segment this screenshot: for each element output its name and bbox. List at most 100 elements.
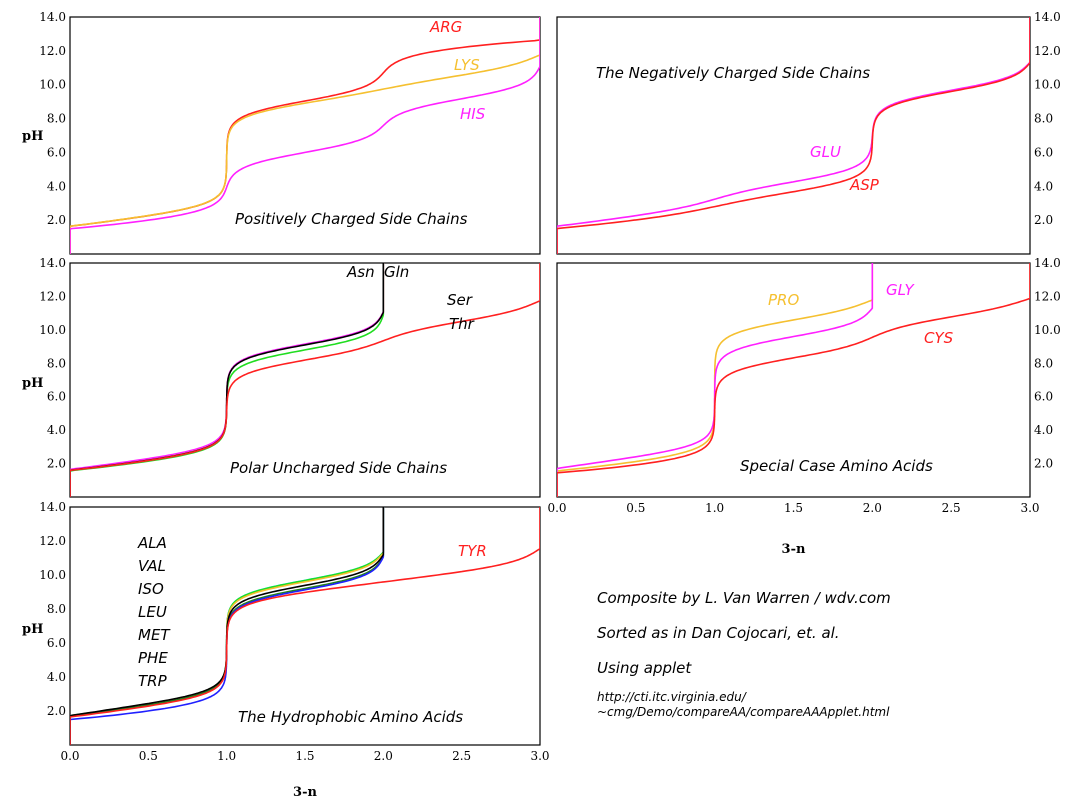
y-tick-label: 8.0 — [47, 356, 66, 370]
credit-url-1: http://cti.itc.virginia.edu/ — [597, 690, 746, 704]
y-tick-label: 6.0 — [47, 145, 66, 159]
y-axis-label: pH — [22, 129, 43, 144]
y-tick-label: 6.0 — [47, 390, 66, 404]
y-tick-label: 12.0 — [39, 534, 66, 548]
x-tick-label: 2.5 — [452, 749, 471, 763]
plot-frame — [556, 16, 1031, 255]
series-label-thr: Thr — [449, 315, 475, 333]
series-label-gly: GLY — [886, 281, 916, 299]
y-tick-label: 14.0 — [1034, 10, 1061, 24]
x-tick-label: 1.0 — [217, 749, 236, 763]
series-label-cys: CYS — [924, 329, 954, 347]
y-tick-label: 4.0 — [1034, 423, 1053, 437]
y-tick-label: 14.0 — [39, 256, 66, 270]
y-tick-label: 2.0 — [47, 457, 66, 471]
y-tick-label: 2.0 — [47, 704, 66, 718]
amino-acid-name: LEU — [138, 603, 167, 621]
plot-frame — [556, 262, 1031, 498]
credit-url-2: ~cmg/Demo/compareAA/compareAAApplet.html — [597, 705, 890, 719]
chart-panel-5: 2.0 4.0 6.0 8.0 10.0 12.0 14.0 0.0 0.5 1.0 1.5 2.0 2… — [22, 500, 550, 800]
plot-frame — [69, 16, 541, 255]
y-tick-label: 10.0 — [1034, 78, 1061, 92]
y-tick-label: 12.0 — [39, 289, 66, 303]
x-tick-label: 2.0 — [863, 501, 882, 515]
y-tick-label: 6.0 — [1034, 145, 1053, 159]
series-label-lys: LYS — [454, 56, 480, 74]
x-axis-label: 3-n — [782, 542, 806, 557]
x-tick-label: 0.0 — [547, 501, 566, 515]
x-tick-label: 3.0 — [1020, 501, 1039, 515]
series-line-gly — [557, 263, 874, 497]
x-tick-label: 2.0 — [374, 749, 393, 763]
x-tick-label: 0.5 — [626, 501, 645, 515]
x-tick-label: 3.0 — [530, 749, 549, 763]
y-tick-label: 4.0 — [1034, 179, 1053, 193]
series-label-gln: Gln — [384, 263, 409, 281]
y-tick-label: 8.0 — [1034, 356, 1053, 370]
chart-panel-1: 2.0 4.0 6.0 8.0 10.0 12.0 14.0 pH ARG LYS HIS Posit… — [22, 10, 541, 255]
panel-title: The Hydrophobic Amino Acids — [238, 708, 463, 726]
series-line-cys — [557, 263, 1030, 497]
series-line-lys — [70, 17, 540, 254]
y-tick-label: 2.0 — [47, 213, 66, 227]
y-tick-label: 8.0 — [47, 602, 66, 616]
series-line-asp — [557, 17, 1030, 254]
series-line-his — [70, 17, 540, 254]
chart-panel-2: 2.0 4.0 6.0 8.0 10.0 12.0 14.0 GLU ASP The Negati… — [556, 10, 1061, 255]
series-label-ser: Ser — [447, 291, 473, 309]
panel-title: The Negatively Charged Side Chains — [596, 64, 870, 82]
x-tick-label: 2.5 — [942, 501, 961, 515]
y-tick-label: 12.0 — [1034, 44, 1061, 58]
amino-acid-name: MET — [138, 626, 171, 644]
y-tick-label: 14.0 — [39, 10, 66, 24]
credit-line-1: Composite by L. Van Warren / wdv.com — [597, 589, 891, 607]
amino-acid-name: ALA — [137, 534, 167, 552]
chart-panel-4: 2.0 4.0 6.0 8.0 10.0 12.0 14.0 0.0 0.5 1.0 1.5 2.0 2… — [547, 256, 1060, 557]
y-tick-label: 14.0 — [1034, 256, 1061, 270]
credit-line-3: Using applet — [597, 659, 692, 677]
y-tick-label: 10.0 — [39, 568, 66, 582]
x-axis-label: 3-n — [293, 785, 317, 800]
y-tick-label: 8.0 — [47, 112, 66, 126]
y-tick-label: 6.0 — [47, 636, 66, 650]
series-label-his: HIS — [460, 105, 486, 123]
amino-acid-name: TRP — [138, 672, 168, 690]
y-tick-label: 2.0 — [1034, 213, 1053, 227]
amino-acid-name: ISO — [138, 580, 164, 598]
amino-acid-name: VAL — [138, 557, 166, 575]
series-label-asp: ASP — [849, 176, 880, 194]
series-label-asn: Asn — [346, 263, 375, 281]
y-tick-label: 6.0 — [1034, 390, 1053, 404]
y-tick-label: 4.0 — [47, 670, 66, 684]
x-tick-label: 0.0 — [60, 749, 79, 763]
credit-line-2: Sorted as in Dan Cojocari, et. al. — [597, 624, 840, 642]
y-tick-label: 12.0 — [1034, 289, 1061, 303]
y-tick-label: 8.0 — [1034, 112, 1053, 126]
x-tick-label: 1.5 — [784, 501, 803, 515]
y-tick-label: 12.0 — [39, 44, 66, 58]
panel-title: Positively Charged Side Chains — [235, 210, 468, 228]
amino-acid-name: PHE — [138, 649, 168, 667]
x-tick-label: 0.5 — [139, 749, 158, 763]
y-tick-label: 10.0 — [39, 323, 66, 337]
y-axis-label: pH — [22, 376, 43, 391]
panel-title: Special Case Amino Acids — [740, 457, 933, 475]
y-axis-label: pH — [22, 622, 43, 637]
y-tick-label: 14.0 — [39, 500, 66, 514]
y-tick-label: 4.0 — [47, 423, 66, 437]
x-tick-label: 1.5 — [295, 749, 314, 763]
series-label-arg: ARG — [429, 18, 462, 36]
x-tick-label: 1.0 — [705, 501, 724, 515]
chart-panel-3: 2.0 4.0 6.0 8.0 10.0 12.0 14.0 pH Asn Gln Ser Thr Po… — [22, 256, 541, 498]
y-tick-label: 10.0 — [1034, 323, 1061, 337]
y-tick-label: 2.0 — [1034, 457, 1053, 471]
y-tick-label: 4.0 — [47, 179, 66, 193]
series-line-unlabeled-4 — [70, 263, 540, 497]
y-tick-label: 10.0 — [39, 78, 66, 92]
series-label-glu: GLU — [810, 143, 841, 161]
series-label-pro: PRO — [768, 291, 799, 309]
series-label-tyr: TYR — [458, 542, 487, 560]
series-line-tyr — [70, 507, 540, 745]
panel-title: Polar Uncharged Side Chains — [230, 459, 447, 477]
